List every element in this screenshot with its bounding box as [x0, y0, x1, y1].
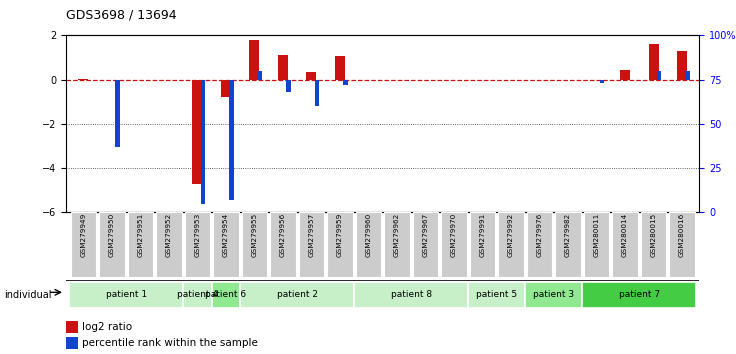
- Text: GSM280014: GSM280014: [622, 213, 628, 257]
- Text: GSM279954: GSM279954: [223, 213, 229, 257]
- Text: GSM279949: GSM279949: [80, 213, 86, 257]
- Bar: [221, 80, 231, 97]
- Text: GSM279976: GSM279976: [537, 213, 542, 257]
- FancyBboxPatch shape: [555, 212, 581, 276]
- Text: GSM279991: GSM279991: [480, 213, 486, 257]
- FancyBboxPatch shape: [582, 282, 696, 308]
- FancyBboxPatch shape: [240, 282, 354, 308]
- FancyBboxPatch shape: [69, 282, 183, 308]
- Bar: [343, 80, 347, 85]
- FancyBboxPatch shape: [413, 212, 439, 276]
- FancyBboxPatch shape: [354, 282, 468, 308]
- Text: GSM279952: GSM279952: [166, 213, 172, 257]
- Bar: [66, 321, 77, 333]
- Text: patient 8: patient 8: [391, 290, 432, 299]
- Text: GSM279970: GSM279970: [451, 213, 457, 257]
- Text: percentile rank within the sample: percentile rank within the sample: [82, 338, 258, 348]
- Text: GSM279960: GSM279960: [366, 213, 372, 257]
- FancyBboxPatch shape: [241, 212, 267, 276]
- FancyBboxPatch shape: [185, 212, 210, 276]
- Text: GSM279955: GSM279955: [252, 213, 258, 257]
- Bar: [66, 337, 77, 349]
- FancyBboxPatch shape: [470, 212, 495, 276]
- FancyBboxPatch shape: [127, 212, 153, 276]
- Text: GDS3698 / 13694: GDS3698 / 13694: [66, 9, 177, 22]
- Text: patient 2: patient 2: [277, 290, 318, 299]
- FancyBboxPatch shape: [527, 212, 552, 276]
- Text: patient 6: patient 6: [205, 290, 247, 299]
- Bar: [78, 79, 88, 80]
- FancyBboxPatch shape: [441, 212, 467, 276]
- Text: GSM279959: GSM279959: [337, 213, 343, 257]
- Bar: [201, 80, 205, 204]
- FancyBboxPatch shape: [384, 212, 410, 276]
- Text: patient 1: patient 1: [105, 290, 146, 299]
- FancyBboxPatch shape: [327, 212, 353, 276]
- Text: GSM279953: GSM279953: [194, 213, 200, 257]
- Text: GSM279992: GSM279992: [508, 213, 514, 257]
- FancyBboxPatch shape: [641, 212, 666, 276]
- Bar: [192, 80, 202, 184]
- FancyBboxPatch shape: [213, 212, 238, 276]
- Text: GSM279962: GSM279962: [394, 213, 400, 257]
- Text: GSM279982: GSM279982: [565, 213, 571, 257]
- FancyBboxPatch shape: [498, 212, 524, 276]
- Bar: [600, 80, 604, 83]
- Text: individual: individual: [4, 290, 52, 299]
- Text: GSM279967: GSM279967: [422, 213, 428, 257]
- FancyBboxPatch shape: [584, 212, 609, 276]
- FancyBboxPatch shape: [612, 212, 638, 276]
- FancyBboxPatch shape: [212, 282, 240, 308]
- Text: GSM279950: GSM279950: [109, 213, 115, 257]
- Bar: [648, 44, 659, 80]
- FancyBboxPatch shape: [526, 282, 582, 308]
- FancyBboxPatch shape: [71, 212, 96, 276]
- Text: patient 5: patient 5: [476, 290, 517, 299]
- FancyBboxPatch shape: [669, 212, 695, 276]
- FancyBboxPatch shape: [355, 212, 381, 276]
- Bar: [335, 56, 345, 80]
- Bar: [278, 55, 288, 80]
- FancyBboxPatch shape: [468, 282, 526, 308]
- Text: GSM279957: GSM279957: [308, 213, 314, 257]
- Bar: [229, 80, 233, 200]
- Text: GSM279951: GSM279951: [138, 213, 144, 257]
- Text: GSM280015: GSM280015: [651, 213, 657, 257]
- Bar: [620, 70, 630, 80]
- Bar: [677, 51, 687, 80]
- Text: log2 ratio: log2 ratio: [82, 322, 132, 332]
- FancyBboxPatch shape: [299, 212, 325, 276]
- Bar: [657, 71, 662, 80]
- Text: GSM279956: GSM279956: [280, 213, 286, 257]
- Text: GSM280011: GSM280011: [593, 213, 600, 257]
- FancyBboxPatch shape: [183, 282, 212, 308]
- Bar: [115, 80, 119, 147]
- FancyBboxPatch shape: [99, 212, 124, 276]
- FancyBboxPatch shape: [156, 212, 182, 276]
- Bar: [315, 80, 319, 106]
- Bar: [250, 40, 259, 80]
- FancyBboxPatch shape: [270, 212, 296, 276]
- Text: GSM280016: GSM280016: [679, 213, 685, 257]
- Text: patient 4: patient 4: [177, 290, 218, 299]
- Bar: [306, 72, 316, 80]
- Bar: [258, 71, 262, 80]
- Text: patient 7: patient 7: [619, 290, 660, 299]
- Text: patient 3: patient 3: [533, 290, 574, 299]
- Bar: [685, 71, 690, 80]
- Bar: [286, 80, 291, 92]
